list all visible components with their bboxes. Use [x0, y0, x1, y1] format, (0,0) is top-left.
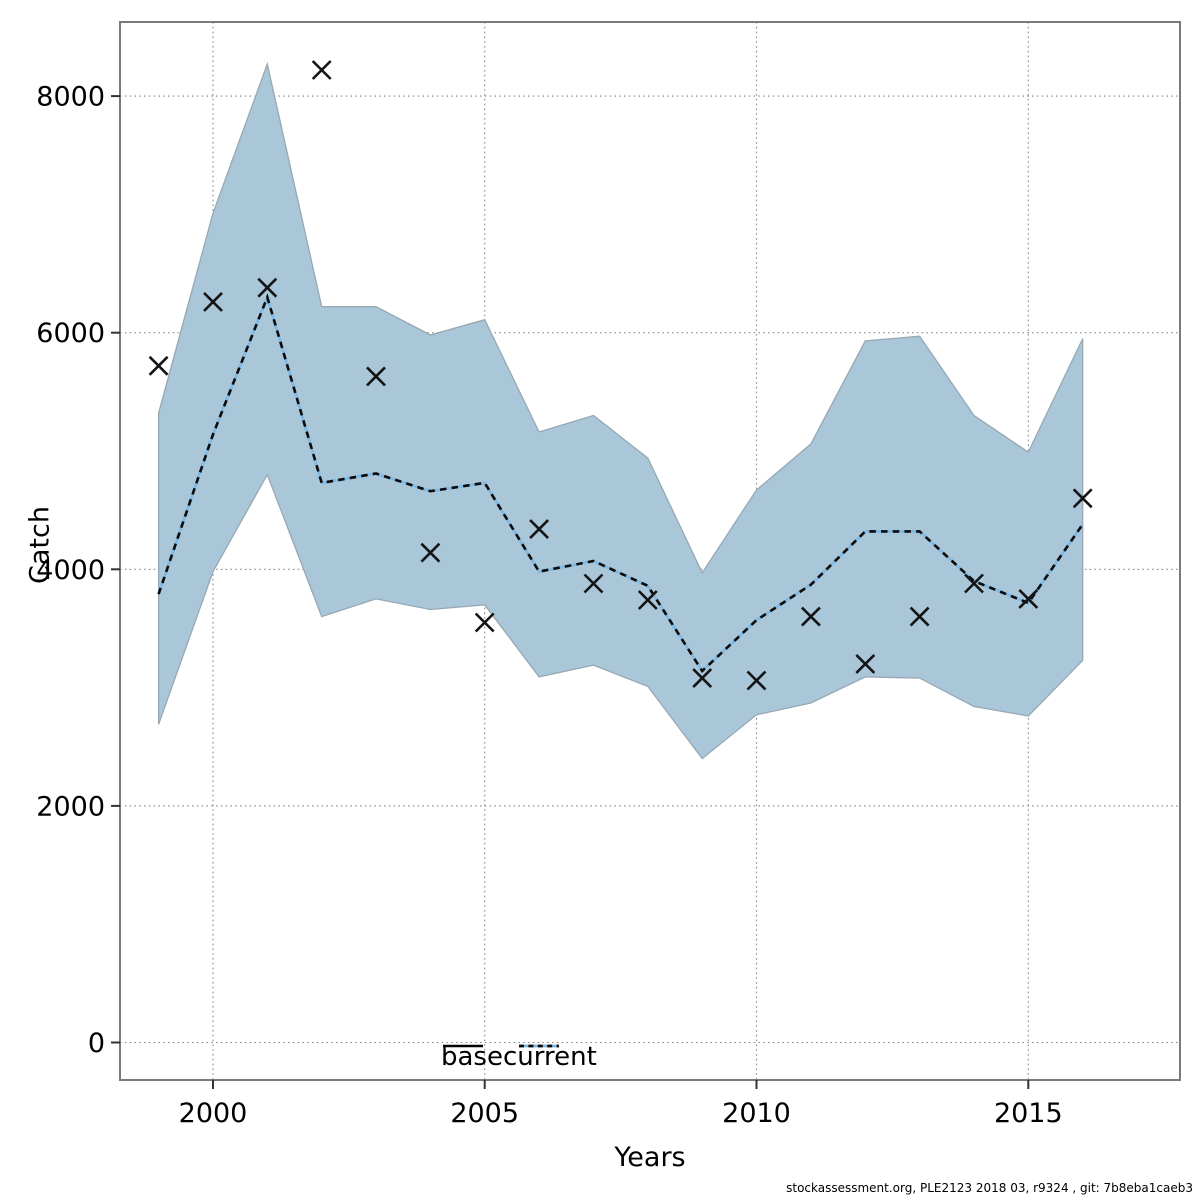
plot-border	[119, 21, 1181, 1081]
x-axis-title: Years	[614, 1142, 686, 1173]
legend: base current	[441, 1041, 597, 1073]
x-tick-label: 2010	[722, 1098, 791, 1129]
y-tick-label: 6000	[36, 318, 105, 349]
y-tick-label: 8000	[36, 82, 105, 113]
legend-base-line-sample	[443, 1044, 483, 1048]
x-tick-label: 2000	[179, 1098, 248, 1129]
observed-catch-markers	[148, 60, 1093, 691]
y-tick-label: 4000	[36, 555, 105, 586]
x-tick-label: 2015	[994, 1098, 1063, 1129]
legend-current-line-sample	[519, 1044, 559, 1048]
y-axis-title: Catch	[24, 506, 56, 584]
confidence-band	[157, 61, 1084, 760]
y-tick-label: 2000	[36, 791, 105, 822]
y-tick-label: 0	[88, 1028, 105, 1059]
x-tick-label: 2005	[450, 1098, 519, 1129]
current-fit-line	[157, 293, 1084, 674]
footer-credit: stockassessment.org, PLE2123 2018 03, r9…	[786, 1181, 1193, 1195]
